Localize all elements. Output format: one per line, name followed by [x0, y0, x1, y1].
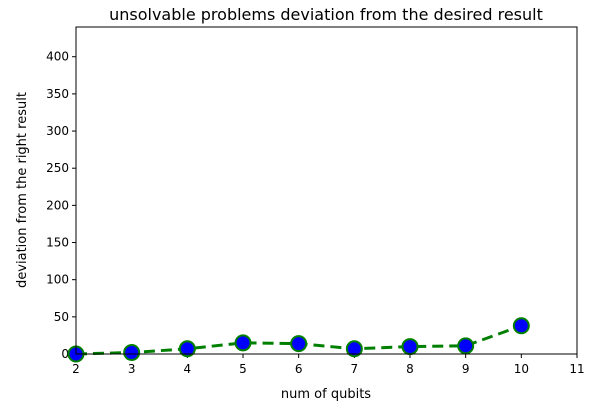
x-tick-label: 8	[406, 362, 414, 376]
x-axis-label: num of qubits	[281, 387, 371, 402]
data-point	[234, 334, 252, 352]
x-tick-label: 2	[72, 362, 80, 376]
y-axis-ticks: 0 50 100 150 200 250 300 350 400	[46, 50, 76, 361]
x-tick-label: 11	[569, 362, 584, 376]
data-point	[345, 340, 363, 358]
y-tick-label: 300	[46, 124, 69, 138]
y-tick-label: 250	[46, 161, 69, 175]
data-point	[512, 317, 530, 335]
x-axis-ticks: 2 3 4 5 6 7 8 9 10 11	[72, 354, 585, 376]
x-tick-label: 3	[128, 362, 136, 376]
data-point	[401, 338, 419, 356]
data-point	[178, 340, 196, 358]
x-tick-label: 7	[351, 362, 359, 376]
y-tick-label: 200	[46, 198, 69, 212]
x-tick-label: 5	[239, 362, 247, 376]
x-tick-label: 10	[514, 362, 529, 376]
plot-area-frame	[75, 26, 578, 355]
y-tick-label: 100	[46, 273, 69, 287]
data-point	[457, 337, 475, 355]
data-point	[123, 344, 141, 362]
chart-title: unsolvable problems deviation from the d…	[109, 5, 543, 24]
x-tick-label: 4	[184, 362, 192, 376]
data-point	[290, 335, 308, 353]
y-tick-label: 150	[46, 236, 69, 250]
y-tick-label: 350	[46, 87, 69, 101]
y-tick-label: 50	[54, 310, 69, 324]
y-tick-label: 400	[46, 50, 69, 64]
series-group	[67, 317, 530, 363]
x-tick-label: 9	[462, 362, 470, 376]
y-tick-label: 0	[61, 347, 69, 361]
y-axis-label: deviation from the right result	[15, 92, 30, 288]
x-tick-label: 6	[295, 362, 303, 376]
